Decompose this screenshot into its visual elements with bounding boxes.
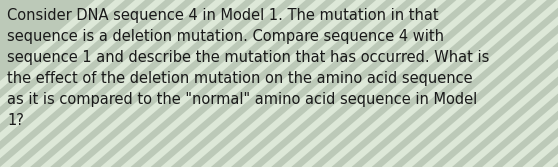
Polygon shape — [80, 0, 286, 167]
Polygon shape — [0, 0, 205, 167]
Polygon shape — [281, 0, 487, 167]
Polygon shape — [341, 0, 547, 167]
Polygon shape — [60, 0, 266, 167]
Polygon shape — [181, 0, 386, 167]
Polygon shape — [382, 0, 558, 167]
Polygon shape — [0, 0, 125, 167]
Polygon shape — [0, 0, 165, 167]
Polygon shape — [241, 0, 446, 167]
Polygon shape — [100, 0, 306, 167]
Polygon shape — [502, 0, 558, 167]
Polygon shape — [201, 0, 406, 167]
Polygon shape — [40, 0, 246, 167]
Polygon shape — [301, 0, 507, 167]
Polygon shape — [0, 0, 105, 167]
Polygon shape — [0, 0, 185, 167]
Polygon shape — [462, 0, 558, 167]
Polygon shape — [141, 0, 346, 167]
Polygon shape — [261, 0, 466, 167]
Polygon shape — [522, 0, 558, 167]
Polygon shape — [482, 0, 558, 167]
Polygon shape — [442, 0, 558, 167]
Polygon shape — [362, 0, 558, 167]
Polygon shape — [121, 0, 326, 167]
Polygon shape — [542, 0, 558, 167]
Polygon shape — [0, 0, 145, 167]
Polygon shape — [161, 0, 366, 167]
Polygon shape — [221, 0, 426, 167]
Polygon shape — [402, 0, 558, 167]
Text: Consider DNA sequence 4 in Model 1. The mutation in that
sequence is a deletion : Consider DNA sequence 4 in Model 1. The … — [7, 8, 489, 128]
Polygon shape — [321, 0, 527, 167]
Polygon shape — [422, 0, 558, 167]
Polygon shape — [20, 0, 225, 167]
